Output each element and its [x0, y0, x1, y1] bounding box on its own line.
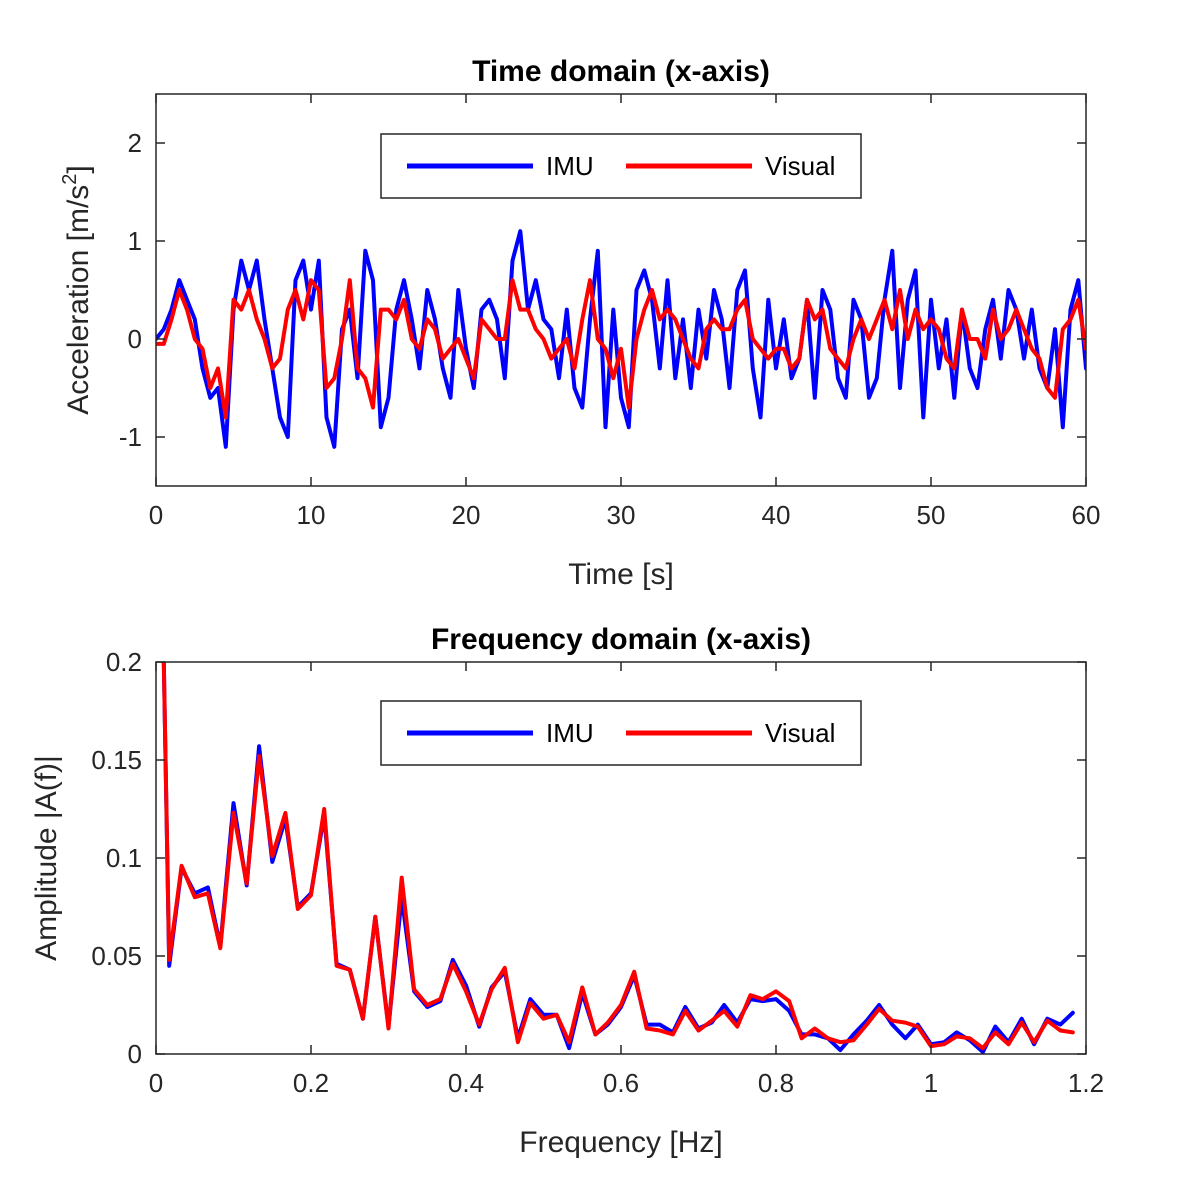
- time-legend: IMU Visual: [380, 133, 862, 199]
- frequency-legend-visual-label: Visual: [765, 718, 835, 748]
- time-legend-visual-label: Visual: [765, 151, 835, 181]
- frequency-y-axis-label: Amplitude |A(f)|: [30, 755, 63, 961]
- time-y-tick-label: 0: [128, 324, 142, 354]
- frequency-y-tick-label: 0.05: [91, 941, 142, 971]
- frequency-x-tick-label: 1.2: [1068, 1068, 1104, 1098]
- time-x-tick-label: 20: [452, 500, 481, 530]
- frequency-y-tick-label: 0.2: [106, 647, 142, 677]
- frequency-x-tick-label: 0.4: [448, 1068, 484, 1098]
- frequency-y-tick-label: 0: [128, 1039, 142, 1069]
- time-x-tick-label: 50: [917, 500, 946, 530]
- time-series-visual: [156, 278, 1086, 420]
- time-y-tick-label: 1: [128, 226, 142, 256]
- frequency-x-tick-label: 0.6: [603, 1068, 639, 1098]
- frequency-y-tick-label: 0.15: [91, 745, 142, 775]
- time-y-tick-label: -1: [119, 422, 142, 452]
- time-x-tick-label: 60: [1072, 500, 1101, 530]
- time-x-axis-label: Time [s]: [568, 558, 674, 591]
- time-legend-imu-label: IMU: [546, 151, 594, 181]
- time-y-label-text: Acceleration [m/s: [62, 185, 95, 415]
- frequency-series-visual: [161, 662, 1075, 1051]
- time-y-label-superscript: 2: [59, 174, 81, 185]
- time-x-tick-label: 30: [607, 500, 636, 530]
- frequency-x-axis-label: Frequency [Hz]: [519, 1126, 722, 1159]
- frequency-x-tick-label: 0: [149, 1068, 163, 1098]
- time-x-tick-label: 0: [149, 500, 163, 530]
- frequency-x-tick-label: 1: [924, 1068, 938, 1098]
- frequency-y-tick-label: 0.1: [106, 843, 142, 873]
- frequency-domain-chart: 0 0.2 0.4 0.6 0.8 1 1.2 0 0.05 0.1 0.15 0.2 Frequen…: [30, 623, 1104, 1159]
- time-y-axis-label: Acceleration [m/s2]: [59, 165, 95, 415]
- frequency-legend-imu-label: IMU: [546, 718, 594, 748]
- frequency-x-tick-label: 0.8: [758, 1068, 794, 1098]
- frequency-legend: IMU Visual: [380, 700, 862, 766]
- time-y-label-close: ]: [62, 165, 95, 173]
- time-series-imu: [156, 229, 1086, 449]
- frequency-chart-title: Frequency domain (x-axis): [431, 623, 811, 656]
- frequency-x-tick-label: 0.2: [293, 1068, 329, 1098]
- time-y-tick-label: 2: [128, 128, 142, 158]
- time-x-tick-label: 40: [762, 500, 791, 530]
- time-x-tick-label: 10: [297, 500, 326, 530]
- time-chart-title: Time domain (x-axis): [472, 55, 770, 88]
